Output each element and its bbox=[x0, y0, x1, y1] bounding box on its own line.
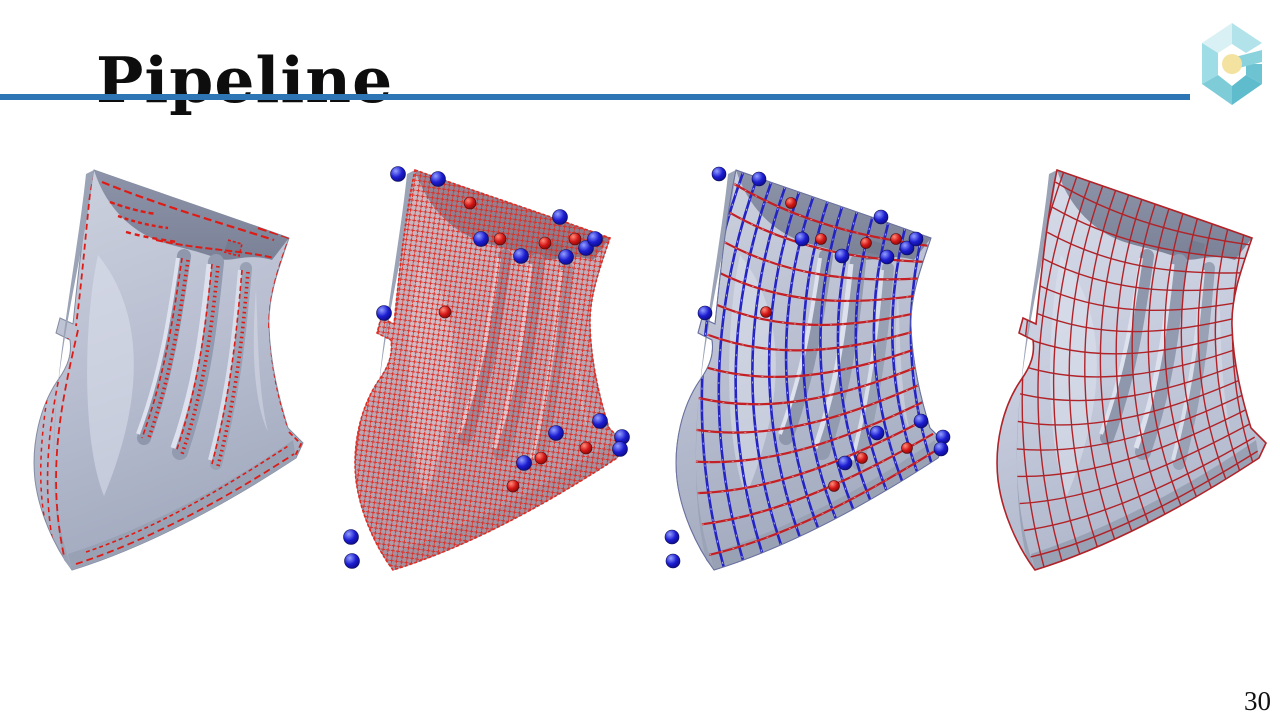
page-number: 30 bbox=[1244, 686, 1271, 716]
mesh-graphic bbox=[996, 168, 1267, 571]
logo-facet-bottom-left bbox=[1202, 75, 1232, 105]
logo-facet-bottom-right bbox=[1232, 75, 1262, 105]
logo-facet-top-right bbox=[1232, 23, 1262, 53]
title-underline-rule bbox=[0, 94, 1190, 100]
figure-cross-field-with-singularities bbox=[343, 166, 630, 571]
mesh-graphic bbox=[33, 169, 304, 571]
pipeline-figures-row bbox=[0, 140, 1280, 585]
singularity-dots bbox=[343, 166, 630, 569]
hex-cube-logo-icon bbox=[1202, 23, 1262, 105]
logo-facet-right-lower bbox=[1246, 64, 1262, 84]
page-title: Pipeline bbox=[96, 43, 394, 118]
figure-parametrization-iso-lines bbox=[664, 166, 951, 571]
figure-final-quad-mesh bbox=[996, 168, 1267, 571]
mesh-graphic bbox=[664, 166, 951, 571]
mesh-graphic bbox=[343, 166, 630, 571]
singularity-dots bbox=[664, 166, 951, 569]
figure-input-mesh-feature-directions bbox=[33, 169, 304, 571]
logo-facet-top-left bbox=[1202, 23, 1232, 53]
logo-facet-left bbox=[1202, 43, 1218, 84]
logo-center-dot bbox=[1222, 54, 1242, 74]
